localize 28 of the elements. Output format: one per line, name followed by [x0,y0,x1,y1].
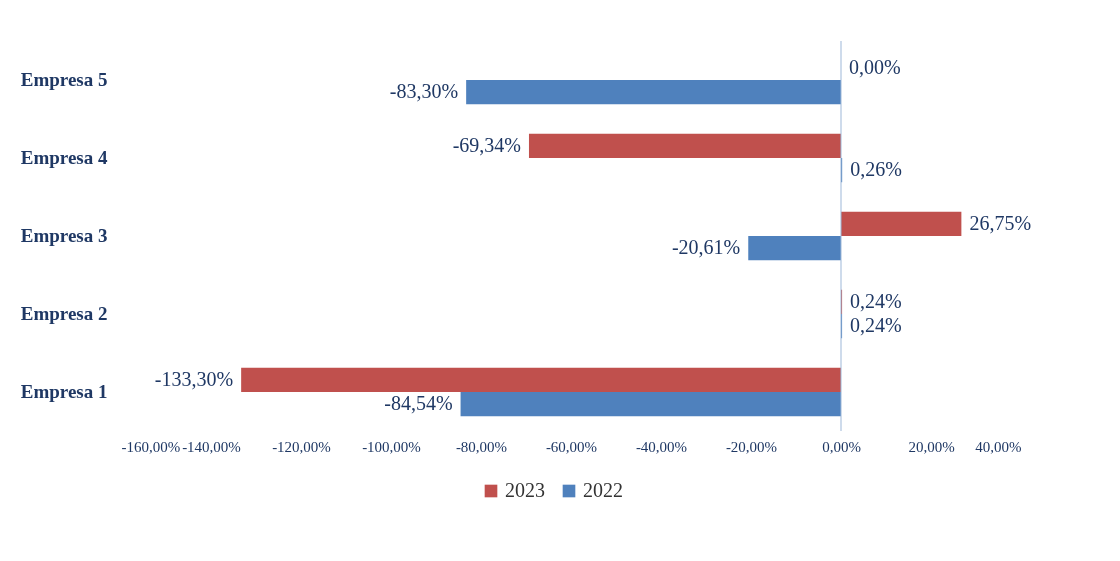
y-tick-label: Empresa 5 [20,69,108,90]
data-label: -84,54% [384,392,453,415]
x-tick-label: 40,00% [975,438,1022,455]
x-tick-label: -160,00% [121,438,181,455]
data-label: 0,00% [849,55,901,78]
x-tick-label: -140,00% [182,438,241,455]
data-label: -133,30% [154,367,234,390]
data-label: -20,61% [671,236,741,259]
data-label: 0,24% [850,314,902,337]
data-label: -69,34% [452,133,521,156]
data-label: 0,26% [850,158,902,181]
x-tick-label: 20,00% [908,438,955,455]
y-tick-label: Empresa 2 [20,303,108,324]
x-tick-label: -120,00% [272,438,331,455]
y-tick-label: Empresa 4 [20,147,108,168]
x-tick-label: -60,00% [545,438,598,455]
x-tick-label: -40,00% [635,438,688,455]
y-tick-label: Empresa 3 [20,225,108,246]
y-tick-label: Empresa 1 [20,381,108,402]
data-label: -83,30% [389,80,459,103]
x-tick-label: -20,00% [725,438,778,455]
legend-label: 2023 [505,479,545,501]
data-label: 0,24% [850,289,902,312]
x-tick-label: -100,00% [362,438,421,455]
x-tick-label: 0,00% [822,438,861,455]
data-label: 26,75% [969,211,1032,234]
legend-label: 2022 [583,479,623,501]
x-tick-label: -80,00% [455,438,508,455]
